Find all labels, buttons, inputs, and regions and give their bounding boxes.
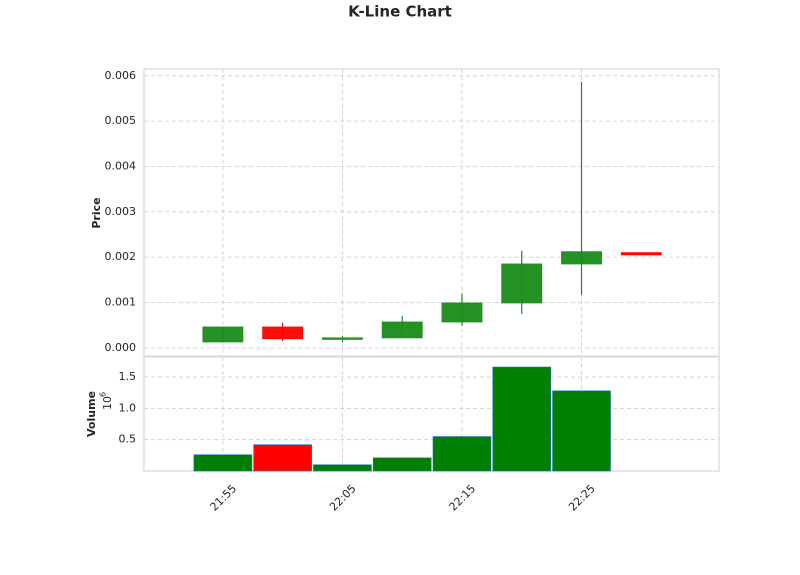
volume-bar <box>552 390 611 472</box>
candle-body <box>381 321 423 339</box>
price-frame <box>143 68 720 357</box>
candle-body <box>262 326 304 340</box>
candle-body <box>441 302 483 323</box>
candle-body <box>322 337 363 340</box>
volume-offset: 10 6 <box>99 392 115 410</box>
y-tick-label: 0.000 <box>105 341 137 354</box>
y-tick-label: 0.006 <box>105 69 137 82</box>
y-tick-label: 0.005 <box>105 114 137 127</box>
x-tick-label: 22:05 <box>327 482 359 514</box>
offset-base: 10 <box>101 396 114 410</box>
y-axis-label: Price <box>90 197 103 228</box>
volume-bar <box>193 454 253 472</box>
y-tick-label: 0.004 <box>105 159 137 172</box>
candle-body <box>561 251 602 265</box>
volume-axis-label: Volume <box>85 391 98 437</box>
candle-body <box>501 263 543 304</box>
x-tick-label: 22:15 <box>447 482 479 514</box>
chart-title: K-Line Chart <box>348 3 452 21</box>
candle-body <box>202 326 244 343</box>
volume-tick-label: 0.5 <box>119 433 137 446</box>
volume-bar <box>432 436 492 472</box>
volume-bar <box>313 464 372 472</box>
volume-frame <box>143 356 720 472</box>
volume-tick-label: 1.0 <box>119 401 137 414</box>
volume-tick-label: 1.5 <box>119 370 137 383</box>
candle-body <box>620 252 662 256</box>
volume-bar <box>253 444 312 472</box>
y-tick-label: 0.001 <box>105 295 137 308</box>
volume-bar <box>492 366 552 472</box>
y-tick-label: 0.002 <box>105 250 137 263</box>
x-tick-label: 22:25 <box>566 482 598 514</box>
x-tick-label: 21:55 <box>208 482 240 514</box>
volume-bar <box>372 457 432 472</box>
y-tick-label: 0.003 <box>105 205 137 218</box>
offset-exponent: 6 <box>99 392 108 397</box>
